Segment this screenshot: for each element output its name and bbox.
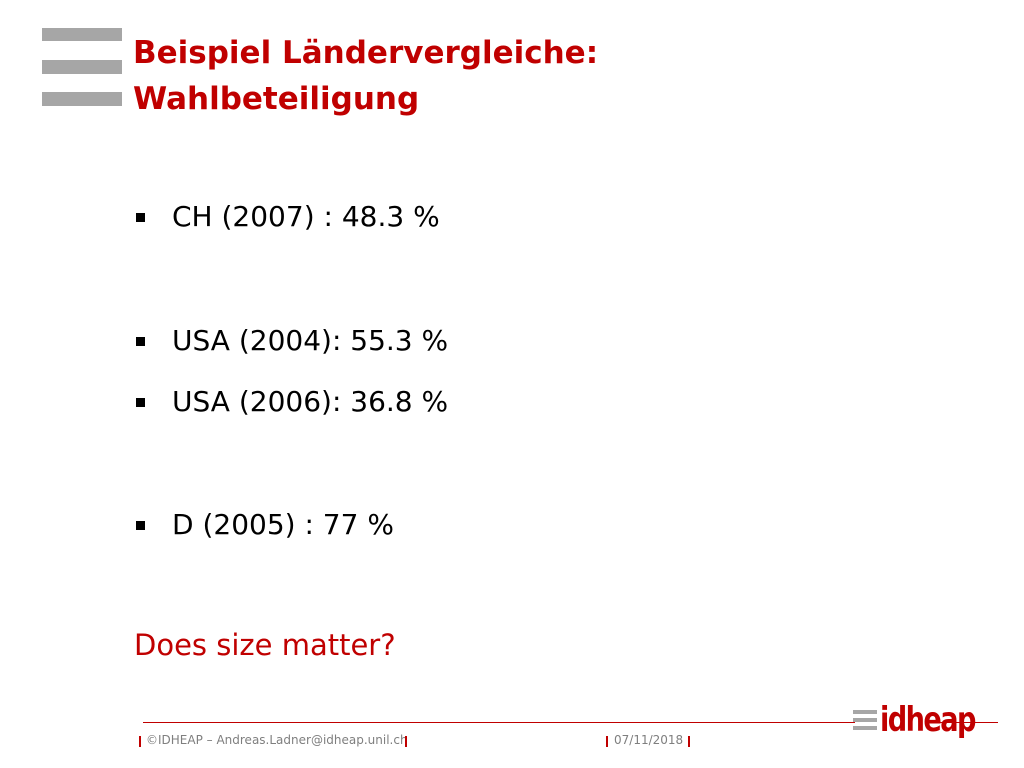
title-line: Wahlbeteiligung [133,81,420,117]
menu-bar [42,28,122,41]
title-line: Beispiel Ländervergleiche: [133,35,599,71]
separator [606,736,608,747]
bullet-marker [136,337,145,346]
footer-rule [143,722,855,723]
separator [688,736,690,747]
date: 07/11/2018 [614,733,684,747]
question: Does size matter? [134,628,396,662]
bullet-marker [136,521,145,530]
separator [405,736,407,747]
logo-bar [853,718,877,722]
logo-bar [853,710,877,714]
bullet: USA (2006): 36.8 % [172,385,449,418]
title: Beispiel Ländervergleiche: Wahlbeteiligu… [133,30,598,122]
logo: idheap [880,700,976,740]
logo-bar [853,726,877,730]
footer-rule [940,722,998,723]
bullet: USA (2004): 55.3 % [172,324,449,357]
bullet: CH (2007) : 48.3 % [172,200,440,233]
separator [139,736,141,747]
bullet: D (2005) : 77 % [172,508,394,541]
menu-bar [42,60,122,74]
menu-bar [42,92,122,106]
bullet-marker [136,213,145,222]
bullet-marker [136,398,145,407]
copyright: ©IDHEAP – Andreas.Ladner@idheap.unil.ch [146,733,408,747]
